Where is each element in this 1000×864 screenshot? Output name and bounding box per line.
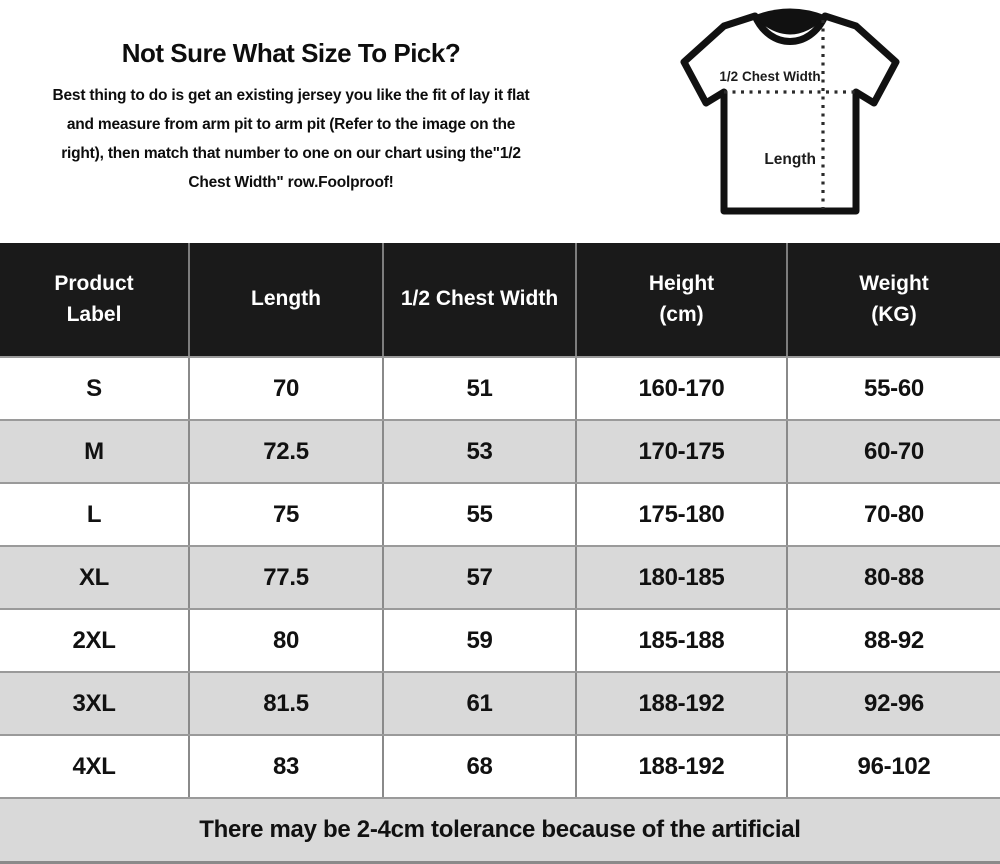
weight-cell: 96-102 [857,752,931,780]
length-cell: 72.5 [190,421,384,482]
table-header-row: Product Label Length 1/2 Chest Width Hei… [0,243,1000,358]
intro-paragraph: Best thing to do is get an existing jers… [0,81,582,197]
weight-cell: 92-96 [864,689,924,717]
weight-cell: 60-70 [864,437,924,465]
table-row-l: L 75 55 175-180 70-80 [0,484,1000,547]
header-cell-chest-width: 1/2 Chest Width [384,243,577,356]
weight-cell: 70-80 [864,500,924,528]
chest-width-cell: 51 [384,358,577,419]
table-row-xl: XL 77.5 57 180-185 80-88 [0,547,1000,610]
chest-width-cell: 59 [384,610,577,671]
header-cell-weight: Weight (KG) [859,272,929,326]
chest-width-cell: 61 [384,673,577,734]
tshirt-icon: 1/2 Chest Width Length [680,8,900,215]
intro-text-block: Not Sure What Size To Pick? Best thing t… [0,38,582,197]
table-row-4xl: 4XL 83 68 188-192 96-102 [0,736,1000,799]
size-label-cell: S [0,358,190,419]
chest-width-label: 1/2 Chest Width [719,69,820,84]
size-label-cell: M [0,421,190,482]
chest-width-cell: 53 [384,421,577,482]
intro-line: right), then match that number to one on… [61,145,521,162]
table-row-m: M 72.5 53 170-175 60-70 [0,421,1000,484]
collar-icon [753,8,827,35]
size-label-cell: XL [0,547,190,608]
table-row-2xl: 2XL 80 59 185-188 88-92 [0,610,1000,673]
weight-cell: 55-60 [864,374,924,402]
length-cell: 81.5 [190,673,384,734]
length-cell: 77.5 [190,547,384,608]
table-row-s: S 70 51 160-170 55-60 [0,358,1000,421]
header-cell-product-label: Product Label [0,243,190,356]
length-cell: 83 [190,736,384,797]
height-cell: 185-188 [577,610,788,671]
length-label: Length [764,151,816,168]
page-title: Not Sure What Size To Pick? [121,38,461,68]
weight-cell: 88-92 [864,626,924,654]
chest-width-cell: 68 [384,736,577,797]
size-table: Product Label Length 1/2 Chest Width Hei… [0,243,1000,864]
table-footer-note: There may be 2-4cm tolerance because of … [0,799,1000,864]
intro-line: Best thing to do is get an existing jers… [52,87,530,104]
length-cell: 80 [190,610,384,671]
height-cell: 175-180 [577,484,788,545]
weight-cell: 80-88 [864,563,924,591]
header-cell-height: Height (cm) [577,243,788,356]
size-label-cell: L [0,484,190,545]
tshirt-outline [680,12,900,215]
height-cell: 180-185 [577,547,788,608]
table-row-3xl: 3XL 81.5 61 188-192 92-96 [0,673,1000,736]
tshirt-diagram: 1/2 Chest Width Length [660,6,940,234]
height-cell: 188-192 [577,673,788,734]
height-cell: 160-170 [577,358,788,419]
length-cell: 75 [190,484,384,545]
intro-section: Not Sure What Size To Pick? Best thing t… [0,0,1000,243]
height-cell: 170-175 [577,421,788,482]
size-label-cell: 2XL [0,610,190,671]
size-label-cell: 3XL [0,673,190,734]
length-cell: 70 [190,358,384,419]
chest-width-cell: 57 [384,547,577,608]
size-label-cell: 4XL [0,736,190,797]
chest-width-cell: 55 [384,484,577,545]
header-cell-length: Length [190,243,384,356]
intro-line: Chest Width" row.Foolproof! [188,174,394,191]
intro-line: and measure from arm pit to arm pit (Ref… [66,116,516,133]
height-cell: 188-192 [577,736,788,797]
